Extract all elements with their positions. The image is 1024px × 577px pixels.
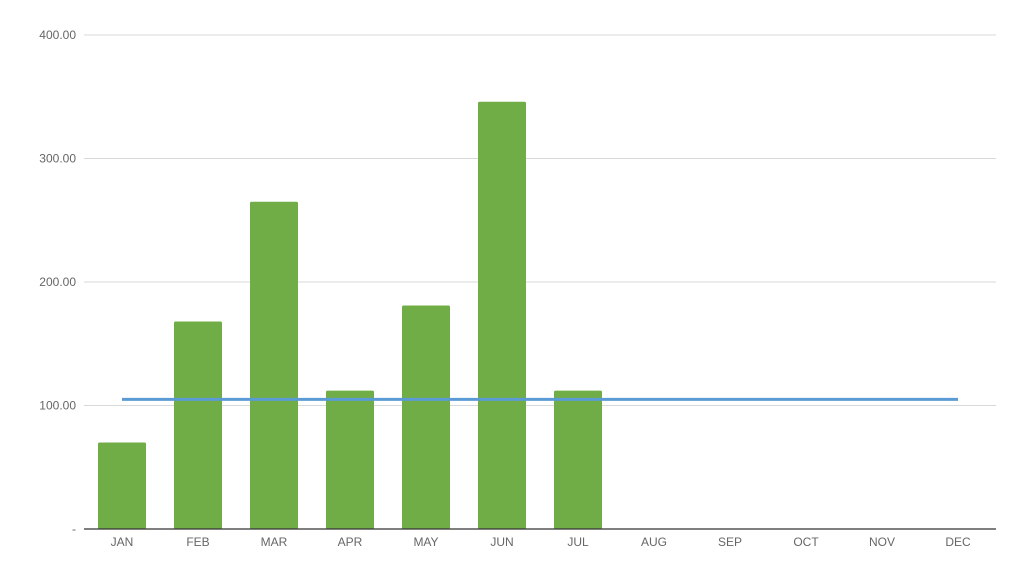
x-tick-label: MAY [413, 535, 438, 549]
y-tick-label: 400.00 [39, 28, 76, 42]
x-tick-label: OCT [793, 535, 819, 549]
bar-feb [174, 321, 222, 529]
y-tick-label: 100.00 [39, 399, 76, 413]
x-tick-label: JAN [111, 535, 134, 549]
bar-mar [250, 201, 298, 529]
x-tick-label: FEB [186, 535, 209, 549]
bar-apr [326, 390, 374, 529]
x-tick-label: MAR [261, 535, 288, 549]
x-tick-label: JUN [490, 535, 513, 549]
gridlines [84, 34, 996, 406]
bar-may [402, 305, 450, 529]
bar-series [98, 101, 602, 529]
x-tick-label: NOV [869, 535, 895, 549]
x-tick-label: AUG [641, 535, 667, 549]
x-axis-ticks: JAN FEB MAR APR MAY JUN JUL AUG SEP OCT NOV DEC [111, 535, 971, 549]
y-tick-label: - [72, 522, 76, 536]
x-tick-label: DEC [945, 535, 971, 549]
bar-jan [98, 442, 146, 529]
bar-jul [554, 390, 602, 529]
x-tick-label: JUL [567, 535, 589, 549]
x-tick-label: SEP [718, 535, 742, 549]
bar-jun [478, 101, 526, 529]
x-tick-label: APR [338, 535, 363, 549]
y-tick-label: 200.00 [39, 275, 76, 289]
y-tick-label: 300.00 [39, 152, 76, 166]
y-axis-ticks: - 100.00 200.00 300.00 400.00 [39, 28, 76, 536]
